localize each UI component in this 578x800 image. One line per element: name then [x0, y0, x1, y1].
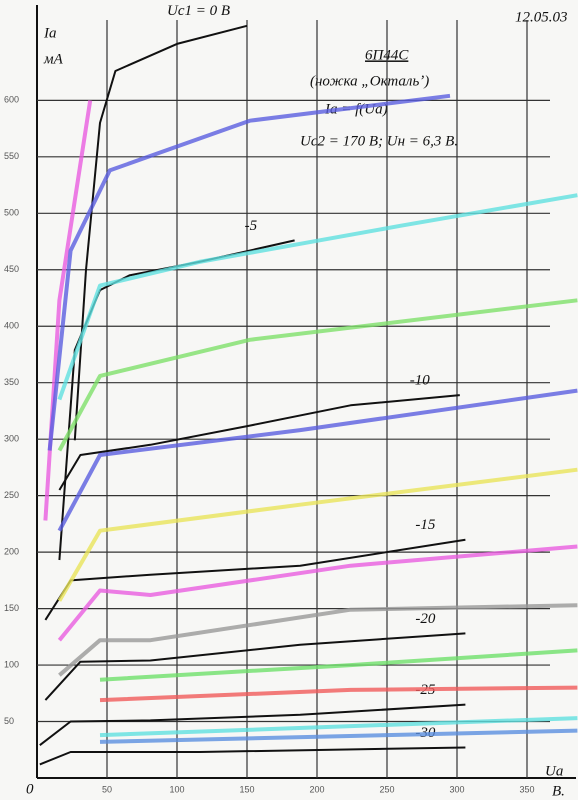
y-tick-label: 350 — [4, 377, 19, 387]
curve — [44, 632, 466, 701]
y-tick-label: 300 — [4, 434, 19, 444]
curve — [39, 746, 466, 766]
curve — [57, 544, 578, 642]
x-tick-label: 200 — [309, 784, 324, 794]
curve-label: -5 — [245, 218, 258, 234]
y-tick-label: 550 — [4, 151, 19, 161]
x-tick-label: 100 — [169, 784, 184, 794]
y-tick-label: 200 — [4, 546, 19, 556]
subtitle: (ножка „Октальʼ) — [310, 73, 429, 89]
curve — [58, 394, 460, 491]
y-unit: мА — [43, 51, 64, 67]
curve-label: Uc1 = 0 В — [167, 3, 230, 19]
x-tick-label: 300 — [449, 784, 464, 794]
curve — [57, 298, 578, 452]
y-tick-label: 450 — [4, 264, 19, 274]
curve — [73, 24, 248, 441]
y-tick-label: 150 — [4, 603, 19, 613]
curve — [57, 388, 578, 532]
curve — [99, 685, 578, 703]
y-tick-label: 600 — [4, 95, 19, 105]
conditions: Uc2 = 170 В; Uн = 6,3 В. — [300, 133, 458, 149]
curve — [47, 93, 451, 451]
curve — [99, 716, 578, 738]
origin-label: 0 — [26, 781, 34, 797]
y-label: Ia — [43, 25, 57, 41]
x-tick-label: 150 — [239, 784, 254, 794]
x-label: Ua — [545, 763, 563, 779]
x-unit: В. — [552, 783, 565, 799]
y-tick-label: 100 — [4, 659, 19, 669]
curve — [58, 603, 578, 677]
curve-label: -20 — [415, 611, 435, 627]
y-tick-label: 250 — [4, 490, 19, 500]
curve — [39, 703, 466, 746]
y-tick-label: 400 — [4, 321, 19, 331]
curve — [99, 648, 578, 682]
curve — [57, 467, 578, 602]
x-tick-label: 50 — [102, 784, 112, 794]
date: 12.05.03 — [515, 9, 568, 25]
curve-label: -10 — [410, 373, 430, 389]
curve — [57, 193, 578, 401]
curve-label: -15 — [415, 517, 435, 533]
x-tick-label: 250 — [379, 784, 394, 794]
y-tick-label: 50 — [4, 716, 14, 726]
y-tick-label: 500 — [4, 208, 19, 218]
curve — [99, 728, 578, 744]
x-tick-label: 350 — [519, 784, 534, 794]
